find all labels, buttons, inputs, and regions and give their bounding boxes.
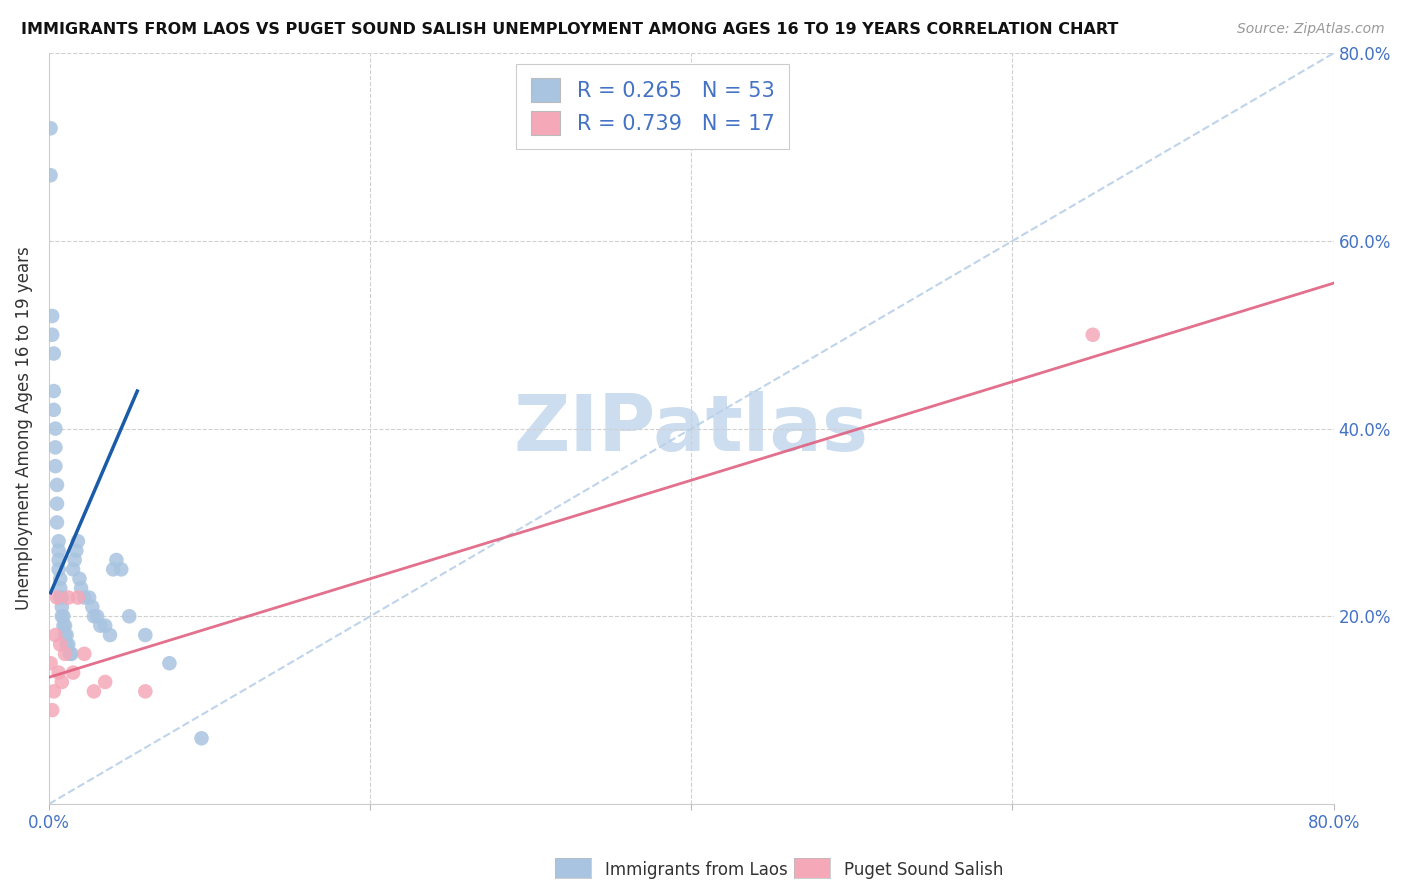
Point	[44, 421, 66, 435]
Point	[73, 591, 96, 605]
Text: Source: ZipAtlas.com: Source: ZipAtlas.com	[1237, 22, 1385, 37]
Point	[83, 684, 105, 698]
Point	[46, 497, 69, 511]
Point	[42, 384, 65, 398]
Point	[53, 618, 76, 632]
Point	[60, 647, 83, 661]
Point	[46, 478, 69, 492]
Point	[48, 553, 70, 567]
Point	[82, 599, 104, 614]
Point	[51, 609, 73, 624]
Point	[41, 309, 63, 323]
Text: Puget Sound Salish: Puget Sound Salish	[844, 861, 1002, 879]
Point	[98, 628, 121, 642]
Point	[63, 553, 86, 567]
Point	[157, 657, 180, 671]
Point	[46, 516, 69, 530]
Point	[44, 459, 66, 474]
Point	[1081, 327, 1104, 342]
Text: Immigrants from Laos: Immigrants from Laos	[605, 861, 787, 879]
Point	[49, 581, 72, 595]
Point	[39, 168, 62, 182]
Point	[53, 647, 76, 661]
Point	[83, 609, 105, 624]
Point	[48, 543, 70, 558]
Point	[46, 591, 69, 605]
Point	[39, 121, 62, 136]
Point	[51, 675, 73, 690]
Point	[94, 675, 117, 690]
Legend: R = 0.265   N = 53, R = 0.739   N = 17: R = 0.265 N = 53, R = 0.739 N = 17	[516, 63, 789, 149]
Y-axis label: Unemployment Among Ages 16 to 19 years: Unemployment Among Ages 16 to 19 years	[15, 247, 32, 610]
Point	[190, 731, 212, 746]
Point	[66, 591, 89, 605]
Point	[77, 591, 100, 605]
Point	[41, 327, 63, 342]
Point	[73, 647, 96, 661]
Point	[51, 591, 73, 605]
Point	[134, 684, 156, 698]
Point	[58, 637, 80, 651]
Point	[39, 657, 62, 671]
Point	[49, 591, 72, 605]
Point	[55, 637, 77, 651]
Point	[59, 647, 82, 661]
Point	[134, 628, 156, 642]
Point	[70, 581, 93, 595]
Point	[52, 618, 75, 632]
Point	[110, 562, 132, 576]
Point	[42, 684, 65, 698]
Point	[41, 703, 63, 717]
Point	[44, 628, 66, 642]
Point	[44, 441, 66, 455]
Point	[86, 609, 108, 624]
Text: IMMIGRANTS FROM LAOS VS PUGET SOUND SALISH UNEMPLOYMENT AMONG AGES 16 TO 19 YEAR: IMMIGRANTS FROM LAOS VS PUGET SOUND SALI…	[21, 22, 1118, 37]
Point	[42, 346, 65, 360]
Point	[55, 628, 77, 642]
Point	[48, 562, 70, 576]
Point	[51, 599, 73, 614]
Point	[58, 591, 80, 605]
Point	[53, 628, 76, 642]
Point	[52, 609, 75, 624]
Point	[94, 618, 117, 632]
Point	[49, 572, 72, 586]
Point	[48, 665, 70, 680]
Point	[65, 543, 87, 558]
Point	[118, 609, 141, 624]
Point	[69, 572, 91, 586]
Point	[62, 562, 84, 576]
Point	[42, 402, 65, 417]
Text: ZIPatlas: ZIPatlas	[513, 391, 869, 467]
Point	[62, 665, 84, 680]
Point	[66, 534, 89, 549]
Point	[105, 553, 128, 567]
Point	[49, 637, 72, 651]
Point	[89, 618, 111, 632]
Point	[48, 534, 70, 549]
Point	[103, 562, 125, 576]
